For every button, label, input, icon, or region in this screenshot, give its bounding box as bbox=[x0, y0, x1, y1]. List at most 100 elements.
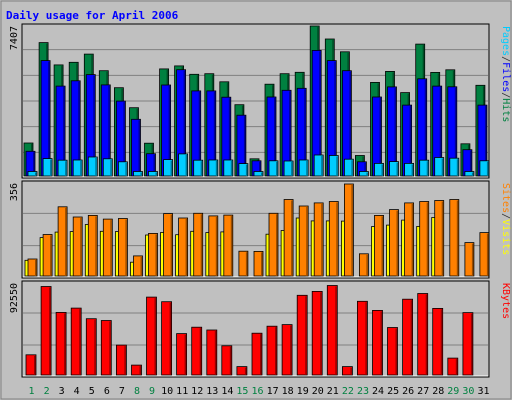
bar-pages-day-13 bbox=[208, 159, 219, 177]
hits-panel: 7407 Pages/Files/Hits bbox=[9, 23, 511, 179]
bar-pages-day-29 bbox=[449, 157, 460, 177]
x-tick-label-31: 31 bbox=[477, 386, 489, 397]
bar-sites-day-20 bbox=[313, 202, 324, 277]
bar-sites-day-7 bbox=[118, 218, 128, 277]
bar-sites-day-14 bbox=[223, 214, 234, 277]
bar-sites-day-30 bbox=[464, 242, 475, 277]
bar-shade bbox=[125, 162, 127, 176]
bar-kbytes-day-16 bbox=[251, 332, 263, 376]
bar-sites-day-12 bbox=[193, 212, 204, 277]
bar-shade bbox=[95, 158, 97, 176]
bar-sites-day-13 bbox=[208, 215, 219, 277]
bar-pages-day-15 bbox=[238, 163, 249, 177]
bar-sites-day-26 bbox=[404, 202, 415, 277]
bar-pages-day-7 bbox=[118, 161, 128, 177]
bar-shade bbox=[394, 87, 396, 176]
bar-pages-day-31 bbox=[479, 160, 490, 177]
bar-pages-day-5 bbox=[87, 156, 98, 177]
bar-shade bbox=[200, 161, 203, 176]
x-tick-label-4: 4 bbox=[74, 386, 80, 397]
x-tick-label-12: 12 bbox=[191, 386, 203, 397]
bar-kbytes-day-9 bbox=[146, 296, 157, 376]
bar-shade bbox=[65, 207, 67, 276]
x-tick-label-3: 3 bbox=[59, 386, 65, 397]
bar-sites-day-22 bbox=[343, 183, 354, 277]
bar-shade bbox=[153, 154, 155, 176]
bar-kbytes-day-15 bbox=[236, 366, 248, 376]
bar-shade bbox=[396, 162, 398, 176]
bar-sites-day-3 bbox=[57, 206, 68, 277]
bar-shade bbox=[230, 161, 233, 176]
bar-kbytes-day-14 bbox=[221, 345, 233, 376]
legend-item-0: Sites bbox=[500, 183, 511, 213]
bar-sites-day-8 bbox=[133, 255, 143, 277]
y-max-label: 356 bbox=[9, 183, 20, 201]
bar-pages-day-19 bbox=[298, 159, 309, 177]
bar-kbytes-day-8 bbox=[131, 364, 142, 376]
x-tick-label-20: 20 bbox=[312, 386, 324, 397]
y-max-label: 92550 bbox=[9, 283, 20, 313]
bar-shade bbox=[93, 75, 95, 176]
bar-kbytes-day-27 bbox=[417, 293, 429, 376]
bar-kbytes-day-6 bbox=[100, 320, 112, 376]
bar-shade bbox=[364, 162, 366, 176]
bar-shade bbox=[168, 86, 171, 176]
bar-shade bbox=[276, 214, 278, 276]
x-tick-label-16: 16 bbox=[251, 386, 263, 397]
bar-shade bbox=[425, 294, 428, 375]
bar-shade bbox=[80, 161, 82, 176]
legend-item-3: / bbox=[500, 92, 511, 98]
bar-shade bbox=[424, 79, 427, 176]
bar-shade bbox=[139, 366, 141, 375]
bar-shade bbox=[33, 152, 35, 176]
x-tick-label-23: 23 bbox=[357, 386, 369, 397]
bar-shade bbox=[366, 254, 368, 276]
bar-kbytes-day-29 bbox=[447, 357, 459, 376]
bar-pages-day-30 bbox=[464, 171, 475, 177]
x-tick-label-14: 14 bbox=[221, 386, 233, 397]
bar-shade bbox=[291, 200, 293, 276]
bar-pages-day-1 bbox=[27, 171, 38, 177]
x-tick-label-10: 10 bbox=[161, 386, 173, 397]
bar-shade bbox=[123, 102, 125, 176]
bar-shade bbox=[215, 161, 218, 176]
bar-kbytes-day-3 bbox=[55, 311, 67, 376]
bar-shade bbox=[334, 61, 336, 176]
bar-sites-day-19 bbox=[298, 205, 309, 277]
bar-shade bbox=[109, 321, 111, 375]
bar-shade bbox=[50, 159, 52, 176]
bar-shade bbox=[336, 156, 338, 176]
bar-shade bbox=[439, 87, 442, 176]
bar-shade bbox=[110, 159, 112, 176]
bar-kbytes-day-4 bbox=[70, 307, 82, 376]
bar-shade bbox=[291, 162, 293, 176]
bar-kbytes-day-11 bbox=[176, 333, 188, 376]
x-tick-label-25: 25 bbox=[387, 386, 399, 397]
bar-shade bbox=[395, 328, 397, 375]
bar-pages-day-28 bbox=[434, 157, 445, 177]
bar-pages-day-3 bbox=[57, 159, 68, 177]
bar-sites-day-27 bbox=[419, 201, 430, 277]
bar-kbytes-day-20 bbox=[311, 290, 323, 376]
bar-shade bbox=[350, 367, 352, 375]
bar-pages-day-8 bbox=[133, 171, 143, 177]
bar-shade bbox=[486, 161, 489, 176]
bar-shade bbox=[48, 61, 50, 176]
bar-pages-day-2 bbox=[42, 158, 53, 177]
bar-shade bbox=[65, 161, 67, 176]
legend-item-1: / bbox=[500, 213, 511, 219]
bar-shade bbox=[259, 161, 261, 176]
bar-sites-day-16 bbox=[253, 250, 264, 277]
bar-kbytes-day-28 bbox=[432, 307, 444, 376]
bar-kbytes-day-26 bbox=[402, 298, 414, 376]
bar-pages-day-22 bbox=[343, 158, 354, 177]
bar-shade bbox=[198, 91, 201, 176]
bar-shade bbox=[351, 160, 353, 176]
legend-item-4: Hits bbox=[500, 98, 511, 122]
bar-sites-day-11 bbox=[178, 217, 189, 277]
legend-item-2: Files bbox=[500, 62, 511, 92]
bar-shade bbox=[50, 235, 52, 276]
x-tick-label-2: 2 bbox=[44, 386, 50, 397]
bar-pages-day-26 bbox=[404, 162, 415, 177]
